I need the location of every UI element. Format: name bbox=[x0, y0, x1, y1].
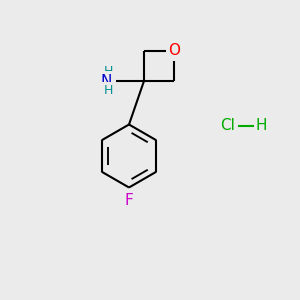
Text: N: N bbox=[101, 74, 112, 88]
Text: H: H bbox=[103, 65, 113, 78]
Text: Cl: Cl bbox=[220, 118, 236, 134]
Text: H: H bbox=[256, 118, 267, 134]
Text: H: H bbox=[103, 84, 113, 97]
Text: O: O bbox=[168, 44, 180, 59]
Text: F: F bbox=[124, 193, 134, 208]
